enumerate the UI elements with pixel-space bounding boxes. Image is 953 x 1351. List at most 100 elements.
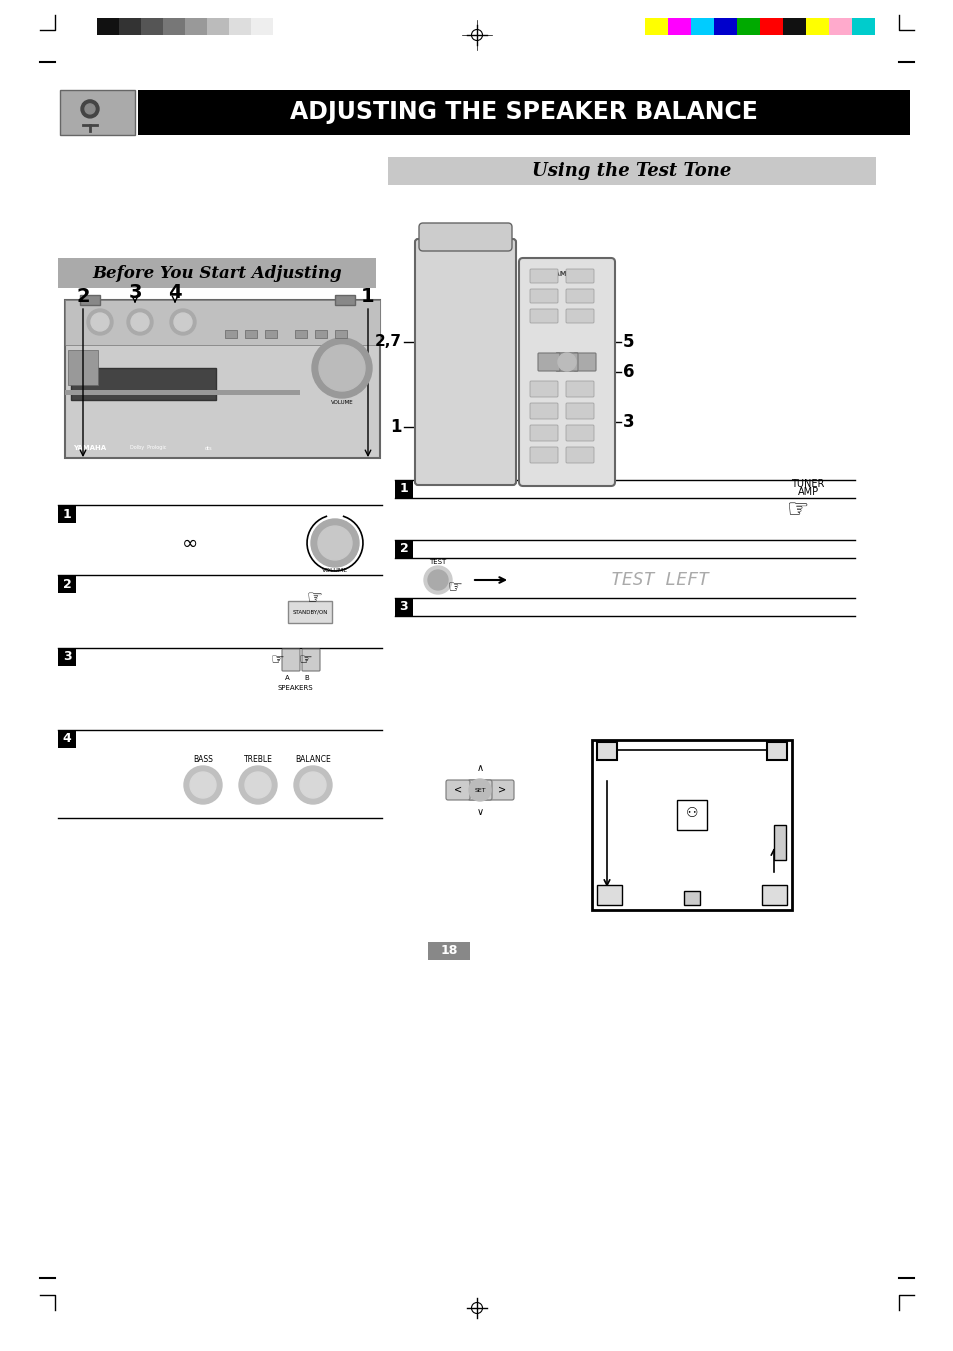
FancyBboxPatch shape: [565, 447, 594, 463]
FancyBboxPatch shape: [302, 648, 319, 671]
Text: 1: 1: [399, 482, 408, 496]
Text: ADJUSTING THE SPEAKER BALANCE: ADJUSTING THE SPEAKER BALANCE: [290, 100, 757, 124]
Text: dts: dts: [205, 446, 213, 450]
Text: Before You Start Adjusting: Before You Start Adjusting: [92, 265, 341, 281]
Text: 6: 6: [622, 363, 634, 381]
FancyBboxPatch shape: [530, 381, 558, 397]
Bar: [207, 18, 229, 35]
Text: TUNER: TUNER: [790, 480, 823, 489]
FancyBboxPatch shape: [415, 239, 516, 485]
Bar: [65, 390, 299, 394]
Bar: [597, 742, 617, 761]
Circle shape: [190, 771, 215, 798]
Bar: [597, 885, 621, 905]
FancyBboxPatch shape: [537, 353, 559, 372]
Circle shape: [85, 104, 95, 113]
Text: ∞: ∞: [182, 534, 198, 553]
FancyBboxPatch shape: [565, 426, 594, 440]
FancyBboxPatch shape: [556, 353, 578, 372]
Circle shape: [318, 345, 365, 390]
Text: VOLUME: VOLUME: [321, 569, 348, 574]
Bar: [97, 18, 119, 35]
FancyBboxPatch shape: [565, 403, 594, 419]
Circle shape: [469, 780, 491, 801]
Bar: [851, 18, 874, 35]
Bar: [58, 258, 375, 288]
Text: 3: 3: [399, 600, 408, 613]
Bar: [65, 300, 379, 458]
FancyBboxPatch shape: [574, 353, 596, 372]
FancyBboxPatch shape: [282, 648, 299, 671]
FancyBboxPatch shape: [530, 426, 558, 440]
Text: VOLUME: VOLUME: [331, 400, 353, 405]
FancyBboxPatch shape: [565, 381, 594, 397]
Text: ☞: ☞: [298, 653, 312, 667]
Text: TREBLE: TREBLE: [243, 755, 273, 765]
Bar: [667, 18, 690, 35]
Circle shape: [245, 771, 271, 798]
FancyBboxPatch shape: [530, 289, 558, 303]
Bar: [71, 367, 215, 400]
Circle shape: [81, 100, 99, 118]
Circle shape: [239, 766, 276, 804]
FancyBboxPatch shape: [468, 780, 492, 800]
Bar: [683, 892, 700, 905]
Bar: [395, 598, 413, 616]
Bar: [644, 18, 667, 35]
FancyBboxPatch shape: [565, 309, 594, 323]
Text: 1: 1: [390, 417, 401, 436]
Text: ⚇: ⚇: [685, 807, 698, 820]
Text: 18: 18: [440, 944, 457, 958]
Bar: [737, 18, 760, 35]
Bar: [80, 295, 100, 305]
Text: Dolby  Prologic: Dolby Prologic: [130, 446, 166, 450]
Bar: [58, 576, 76, 593]
Circle shape: [311, 519, 358, 567]
Bar: [828, 18, 851, 35]
Bar: [265, 330, 276, 338]
Text: A: A: [284, 676, 289, 681]
Text: 4: 4: [168, 282, 182, 301]
Bar: [138, 91, 909, 135]
FancyBboxPatch shape: [530, 269, 558, 282]
Text: 2: 2: [399, 543, 408, 555]
FancyBboxPatch shape: [446, 780, 470, 800]
FancyBboxPatch shape: [565, 289, 594, 303]
Bar: [335, 330, 347, 338]
Text: 5: 5: [622, 332, 634, 351]
Circle shape: [558, 353, 576, 372]
Bar: [761, 885, 786, 905]
Text: 1: 1: [361, 286, 375, 305]
Bar: [294, 330, 307, 338]
Bar: [766, 742, 786, 761]
Text: ☞: ☞: [270, 653, 283, 667]
Bar: [395, 540, 413, 558]
Text: STANDBY/ON: STANDBY/ON: [292, 609, 327, 615]
Bar: [782, 18, 805, 35]
FancyBboxPatch shape: [518, 258, 615, 486]
Text: 3: 3: [63, 650, 71, 663]
Circle shape: [87, 309, 112, 335]
FancyBboxPatch shape: [530, 309, 558, 323]
Text: TEST LEFT: TEST LEFT: [611, 571, 708, 589]
Circle shape: [299, 771, 326, 798]
Circle shape: [173, 313, 192, 331]
Circle shape: [428, 570, 448, 590]
Bar: [60, 91, 135, 135]
Circle shape: [312, 338, 372, 399]
Text: 3: 3: [622, 413, 634, 431]
Text: ∨: ∨: [476, 807, 483, 817]
Bar: [225, 330, 236, 338]
Circle shape: [294, 766, 332, 804]
Text: YAMAHA: YAMAHA: [73, 444, 106, 451]
FancyBboxPatch shape: [490, 780, 514, 800]
Bar: [592, 740, 791, 911]
Bar: [251, 18, 273, 35]
Bar: [395, 480, 413, 499]
Text: <: <: [454, 785, 461, 794]
Circle shape: [127, 309, 152, 335]
Circle shape: [170, 309, 195, 335]
FancyBboxPatch shape: [530, 403, 558, 419]
Text: ☞: ☞: [447, 578, 462, 596]
Text: B: B: [304, 676, 309, 681]
